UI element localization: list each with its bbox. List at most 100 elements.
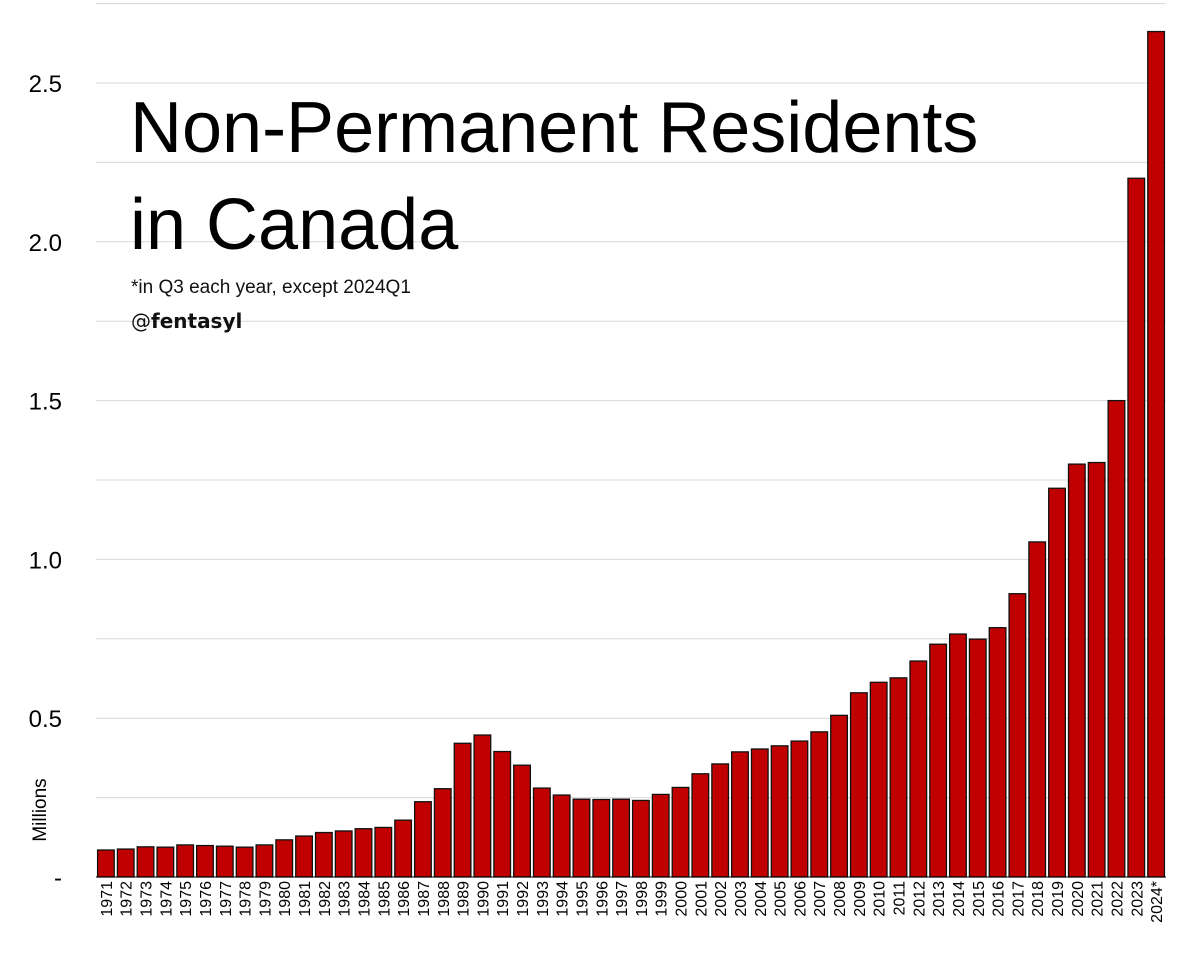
bar-2014 [948, 633, 967, 878]
x-tick-label: 2008 [832, 881, 849, 917]
bar-1986 [394, 819, 413, 878]
x-tick-label: 1979 [257, 881, 274, 917]
x-tick-label: 1998 [634, 881, 651, 917]
x-tick-label: 1991 [495, 881, 512, 917]
bar-2018 [1028, 541, 1047, 878]
x-tick-label: 1990 [475, 881, 492, 917]
x-tick-label: 2002 [713, 881, 730, 917]
x-tick-label: 1975 [178, 881, 195, 917]
y-tick-label: - [54, 865, 62, 892]
x-tick-label: 1977 [218, 881, 235, 917]
x-tick-label: 2022 [1109, 881, 1126, 917]
bar-2011 [889, 677, 908, 878]
bar-1992 [513, 764, 531, 878]
bar-2008 [830, 714, 849, 878]
bar-2024 [1147, 30, 1166, 878]
bar-2001 [691, 773, 710, 878]
x-tick-label: 1995 [574, 881, 591, 917]
bar-1972 [116, 848, 135, 878]
bar-1971 [96, 849, 115, 878]
bar-1977 [215, 845, 234, 878]
x-tick-label: 2006 [792, 881, 809, 917]
y-tick-label: 1.0 [29, 547, 62, 574]
chart-title: Non-Permanent Residents in Canada [130, 80, 978, 274]
x-tick-label: 1974 [158, 881, 175, 917]
bar-1975 [176, 844, 195, 878]
bar-2003 [731, 751, 749, 878]
bar-1987 [413, 801, 432, 878]
bar-2017 [1008, 593, 1027, 878]
bar-2013 [929, 643, 948, 878]
bar-1976 [196, 844, 214, 878]
y-tick-label: 1.5 [29, 389, 62, 416]
x-tick-label: 2013 [931, 881, 948, 917]
bar-1998 [631, 799, 650, 878]
y-axis-label: Millions [30, 778, 51, 841]
x-tick-label: 1978 [238, 881, 255, 917]
bar-1990 [473, 734, 492, 878]
x-tick-label: 2011 [892, 881, 909, 916]
x-tick-label: 1983 [337, 881, 354, 917]
bar-1973 [136, 846, 155, 878]
x-tick-label: 2014 [951, 881, 968, 917]
x-tick-label: 2017 [1010, 881, 1027, 917]
x-tick-label: 1981 [297, 881, 314, 917]
y-tick-label: 2.5 [29, 71, 62, 98]
x-tick-label: 2010 [872, 881, 889, 917]
bar-1984 [354, 828, 373, 878]
x-tick-label: 2000 [674, 881, 691, 917]
bar-2015 [968, 638, 987, 878]
x-tick-label: 2018 [1030, 881, 1047, 917]
x-tick-label: 1997 [614, 881, 631, 917]
bar-2016 [988, 627, 1007, 878]
bar-1974 [156, 846, 175, 878]
bar-2004 [750, 748, 769, 878]
x-tick-label: 2001 [693, 881, 710, 917]
bar-1981 [295, 835, 314, 878]
bar-1996 [592, 798, 611, 878]
x-tick-label: 2003 [733, 881, 750, 917]
x-tick-label: 2016 [991, 881, 1008, 917]
x-tick-label: 2007 [812, 881, 829, 917]
y-tick-label: 0.5 [29, 706, 62, 733]
x-tick-label: 1994 [555, 881, 572, 917]
x-tick-label: 1972 [119, 881, 136, 917]
bar-2007 [810, 731, 829, 878]
bar-2005 [770, 745, 789, 878]
x-tick-label: 1973 [139, 881, 156, 917]
bar-1989 [453, 742, 472, 878]
bar-2022 [1107, 399, 1126, 878]
x-tick-label: 1984 [357, 881, 374, 917]
x-tick-label: 2019 [1050, 881, 1067, 917]
x-tick-label: 1986 [396, 881, 413, 917]
x-tick-label: 2012 [911, 881, 928, 917]
bar-1979 [255, 844, 274, 878]
chart-note: *in Q3 each year, except 2024Q1 [131, 277, 411, 298]
bar-2012 [909, 660, 928, 878]
bar-1983 [334, 830, 353, 878]
bar-2023 [1127, 177, 1146, 878]
bar-2010 [869, 681, 888, 878]
bar-2019 [1048, 487, 1066, 878]
bar-1988 [433, 788, 452, 878]
x-tick-label: 2015 [971, 881, 988, 917]
bar-2020 [1067, 463, 1086, 878]
x-tick-label: 1996 [594, 881, 611, 917]
x-tick-label: 2024* [1149, 881, 1166, 923]
bar-2000 [671, 786, 690, 878]
bar-1978 [235, 846, 254, 878]
x-tick-label: 1992 [515, 881, 532, 917]
bar-2002 [711, 763, 730, 878]
bar-1993 [532, 787, 551, 878]
bar-1991 [493, 750, 512, 878]
y-tick-label: 2.0 [29, 230, 62, 257]
bar-1999 [651, 793, 670, 878]
x-tick-label: 2009 [852, 881, 869, 917]
chart-title-line1: Non-Permanent Residents [130, 88, 979, 168]
x-tick-label: 2004 [753, 881, 770, 917]
bar-2021 [1087, 461, 1106, 878]
x-tick-label: 1989 [456, 881, 473, 917]
x-tick-label: 2020 [1070, 881, 1087, 917]
bar-1994 [552, 794, 571, 878]
